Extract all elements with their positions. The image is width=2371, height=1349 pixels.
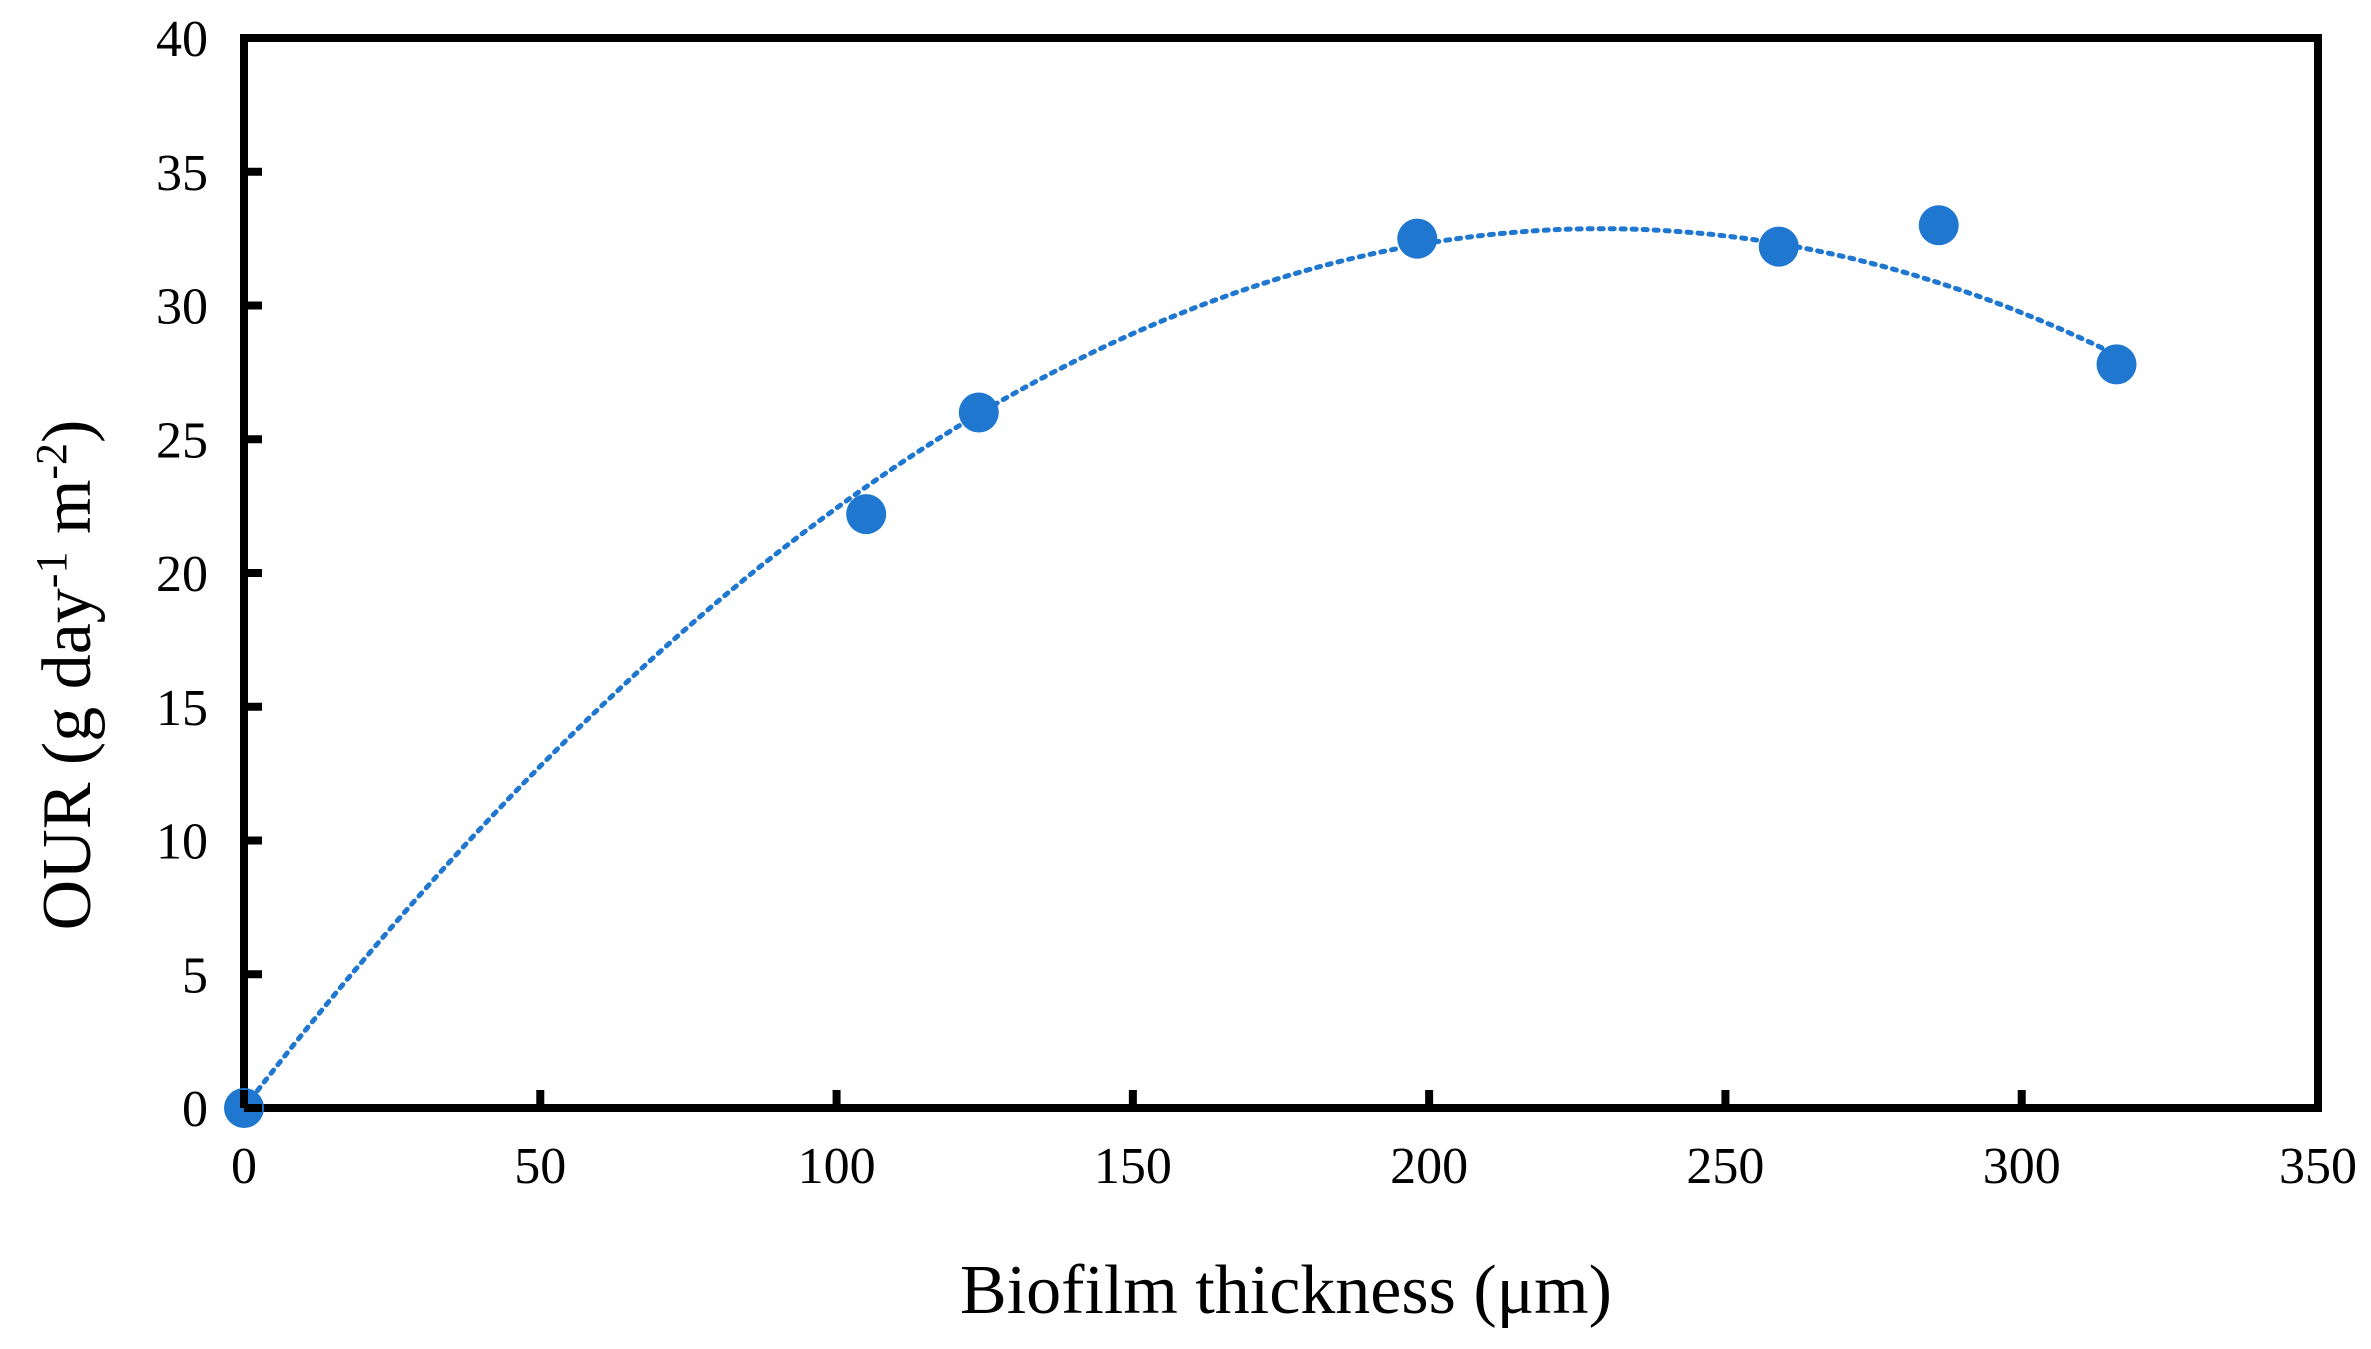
x-tick-label: 0	[231, 1138, 257, 1195]
y-tick-label: 25	[156, 412, 208, 469]
trendline-layer	[241, 226, 2119, 1111]
x-tick-label: 150	[1094, 1138, 1172, 1195]
y-tick-label: 15	[156, 680, 208, 737]
data-point	[1918, 205, 1959, 246]
y-axis-title-prefix: OUR (g day	[29, 588, 106, 930]
y-tick-label: 35	[156, 145, 208, 202]
x-axis-ticks: 0 50 100 150 200 250 300 350	[231, 1090, 2357, 1195]
data-point	[958, 392, 999, 433]
y-axis-title-exponent-1: -1	[27, 552, 76, 589]
data-point	[1397, 218, 1438, 259]
y-tick-label: 40	[156, 11, 208, 68]
y-axis-title-suffix: )	[29, 420, 106, 443]
y-tick-label: 10	[156, 814, 208, 871]
x-axis-title: Biofilm thickness (μm)	[960, 1252, 1612, 1329]
x-tick-label: 200	[1390, 1138, 1468, 1195]
x-tick-label: 250	[1686, 1138, 1764, 1195]
plot-frame	[240, 34, 2322, 1112]
y-axis-title: OUR (g day-1 m-2)	[27, 420, 106, 931]
y-axis-ticks: 0 5 10 15 20 25 30 35 40	[156, 11, 262, 1138]
plot-area	[240, 34, 2322, 1112]
y-tick-label: 30	[156, 279, 208, 336]
data-points-layer	[224, 205, 2137, 1128]
data-point	[846, 494, 887, 535]
x-tick-label: 100	[798, 1138, 876, 1195]
y-tick-label: 0	[182, 1081, 208, 1138]
x-tick-label: 350	[2279, 1138, 2357, 1195]
y-axis-title-exponent-2: -2	[27, 443, 76, 480]
data-point	[1758, 226, 1799, 267]
y-tick-label: 5	[182, 947, 208, 1004]
x-tick-label: 50	[514, 1138, 566, 1195]
y-tick-label: 20	[156, 546, 208, 603]
x-tick-label: 300	[1983, 1138, 2061, 1195]
data-point	[2096, 344, 2137, 385]
trendline	[241, 226, 2119, 1111]
y-axis-title-middle: m	[29, 480, 106, 552]
